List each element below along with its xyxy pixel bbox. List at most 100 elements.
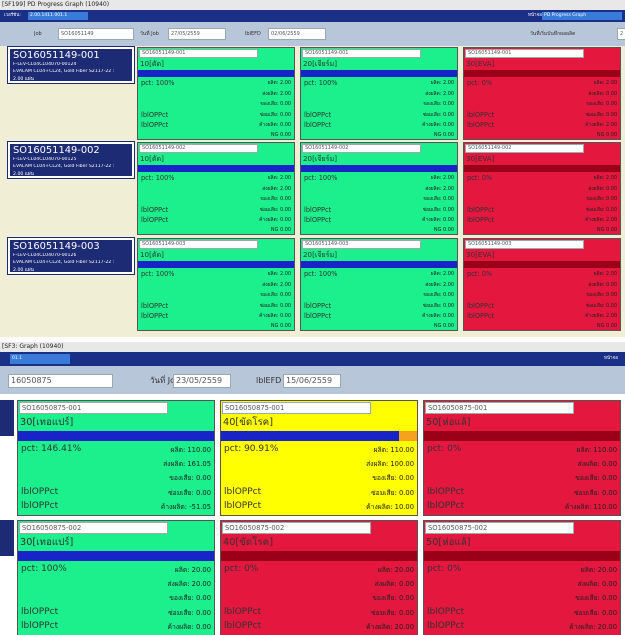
ng: NG 0.00 (596, 226, 617, 233)
process-name: 10[ตัด] (140, 249, 164, 259)
stat: ค้างผลิต: 20.00 (366, 622, 414, 631)
progress-bar (18, 551, 214, 561)
lbl-op-pct: lblOPPct (224, 606, 262, 617)
progress-bar (424, 551, 620, 561)
order-card[interactable]: SO16051149-001 F-LEV-CL04CL04070-00124 EVA… (7, 46, 135, 84)
lbl-op-pct: lblOPPct (224, 500, 262, 511)
filter-input[interactable]: 02/06/2559 (268, 28, 326, 40)
stat: ส่งผลิต: 2.00 (262, 281, 291, 288)
stat: ของเสีย: 0.00 (372, 474, 414, 483)
pct: pct: 100% (141, 270, 175, 279)
process-card[interactable]: SO16050875-001 50[ห่อแล้] pct: 0% ผลิต: 110… (423, 400, 621, 516)
process-card[interactable]: SO16050875-002 50[ห่อแล้] pct: 0% ผลิต: 20.… (423, 520, 621, 635)
stat: ของเสีย: 0.00 (260, 101, 291, 108)
pct: pct: 100% (21, 563, 67, 574)
stat: ซ่อมเสีย: 0.00 (585, 302, 617, 309)
card-id: SO16050875-002 (222, 522, 371, 534)
process-card[interactable]: SO16050875-001 40[ขัดโรค] pct: 90.91% ผลิต:… (220, 400, 418, 516)
process-card[interactable]: SO16050875-002 40[ขัดโรค] pct: 0% ผลิต: 20.… (220, 520, 418, 635)
process-card[interactable]: SO16051149-003 10[ตัด] pct: 100% ผลิต: 2.00… (137, 238, 295, 331)
progress-bar (424, 431, 620, 441)
filter-input[interactable]: 15/06/2559 (283, 374, 341, 388)
lbl-op-pct: lblOPPct (141, 121, 169, 130)
ng: NG 0.00 (596, 322, 617, 329)
stat: ส่งผลิต: 161.05 (163, 460, 211, 468)
stat: ค้างผลิต: 20.00 (569, 622, 617, 631)
stat: ซ่อมเสีย: 0.00 (168, 488, 211, 497)
stat: ของเสีย: 0.00 (372, 594, 414, 603)
stat: ค้างผลิต: 0.00 (167, 622, 211, 631)
lbl-op-pct: lblOPPct (304, 205, 332, 214)
stat: ผลิต: 2.00 (267, 80, 291, 87)
pct: pct: 0% (224, 563, 259, 574)
ng: NG 0.00 (387, 515, 414, 516)
process-card[interactable]: SO16051149-002 20[เจียร์ม] pct: 100% ผลิต: … (300, 142, 458, 235)
order-no: SO16051149-002 (13, 145, 100, 156)
progress-bar (18, 431, 214, 441)
stat: ซ่อมเสีย: 0.00 (574, 608, 617, 617)
stat: ค้างผลิต: 0.00 (422, 217, 454, 224)
pct: pct: 0% (427, 563, 462, 574)
progress-bar (138, 261, 294, 269)
process-name: 30[EVA] (466, 249, 495, 259)
stat: ค้างผลิต: 2.00 (585, 217, 617, 224)
process-name: 10[ตัด] (140, 58, 164, 68)
filter-label: วันที่ Job (140, 31, 159, 37)
stat: ผลิต: 110.00 (576, 445, 617, 454)
filter-input[interactable]: 16050875 (8, 374, 113, 388)
stat: ของเสีย: 0.00 (260, 292, 291, 299)
item-desc: EVALAM CL04+CL24, Gold Fiber S2117-22 : (13, 260, 115, 265)
order-no: SO16051149-003 (13, 241, 100, 252)
stat: ซ่อมเสีย: 0.00 (371, 608, 414, 617)
process-name: 10[ตัด] (140, 153, 164, 163)
stat: ส่งผลิต: 0.00 (577, 460, 617, 468)
process-card[interactable]: SO16051149-003 30[EVA] pct: 0% ผลิต: 2.00 ส่… (463, 238, 621, 331)
process-card[interactable]: SO16051149-002 30[EVA] pct: 0% ผลิต: 2.00 ส่… (463, 142, 621, 235)
ng: NG 0.00 (433, 322, 454, 329)
stat: ซ่อมเสีย: 0.00 (585, 206, 617, 213)
process-card[interactable]: SO16050875-002 30[เทอแปร์] pct: 100% ผลิต: … (17, 520, 215, 635)
ng: NG 0.00 (590, 515, 617, 516)
progress-bar (221, 551, 417, 561)
order-card[interactable]: SO16051149-002 F-LEV-CL04CL04070-00125 EVA… (7, 141, 135, 179)
lbl-op-pct: lblOPPct (427, 500, 465, 511)
filter-input[interactable]: 27/05/2559 (168, 28, 226, 40)
filter-label: lblEFD (256, 376, 282, 385)
version: 2.00.1411.001.1 (28, 12, 88, 20)
process-card[interactable]: SO16051149-002 10[ตัด] pct: 100% ผลิต: 2.00… (137, 142, 295, 235)
process-name: 30[เทอแปร์] (20, 416, 74, 428)
pct: pct: 100% (304, 270, 338, 279)
card-id: SO16050875-002 (19, 522, 168, 534)
process-card[interactable]: SO16051149-001 20[เจียร์ม] pct: 100% ผลิต: … (300, 47, 458, 140)
lbl-op-pct: lblOPPct (467, 205, 495, 214)
stat: ของเสีย: 0.00 (575, 474, 617, 483)
stat: ผลิต: 2.00 (593, 175, 617, 182)
card-id: SO16051149-002 (302, 144, 421, 153)
progress-bar (301, 70, 457, 78)
stat: ซ่อมเสีย: 0.00 (585, 111, 617, 118)
lbl-op-pct: lblOPPct (304, 312, 332, 321)
stat: ผลิต: 110.00 (170, 445, 211, 454)
process-name: 40[ขัดโรค] (223, 416, 274, 428)
stat: ค้างผลิต: 2.00 (585, 122, 617, 129)
process-card[interactable]: SO16051149-001 30[EVA] pct: 0% ผลิต: 2.00 ส่… (463, 47, 621, 140)
stat: ผลิต: 2.00 (430, 271, 454, 278)
process-card[interactable]: SO16051149-001 10[ตัด] pct: 100% ผลิต: 2.00… (137, 47, 295, 140)
stat: ของเสีย: 0.00 (586, 292, 617, 299)
stat: ส่งผลิต: 2.00 (425, 90, 454, 97)
stat: ส่งผลิต: 0.00 (588, 90, 617, 97)
filter-input[interactable]: 2 (617, 28, 625, 40)
card-id: SO16050875-002 (425, 522, 574, 534)
title-bar: [SF3: Graph (10940) (0, 342, 625, 352)
filter-input[interactable]: SO16051149 (58, 28, 134, 40)
filter-input[interactable]: 23/05/2559 (173, 374, 231, 388)
process-name: 20[เจียร์ม] (303, 153, 338, 163)
card-id: SO16050875-001 (19, 402, 168, 414)
process-card[interactable]: SO16051149-003 20[เจียร์ม] pct: 100% ผลิต: … (300, 238, 458, 331)
process-card[interactable]: SO16050875-001 30[เทอแปร์] pct: 146.41% ผลิ… (17, 400, 215, 516)
version: 01.1 (10, 354, 70, 364)
stat: ค้างผลิต: 0.00 (422, 122, 454, 129)
progress-bar (464, 70, 620, 78)
order-card[interactable]: SO16051149-003 F-LEV-CL04CL04070-00126 EVA… (7, 237, 135, 275)
